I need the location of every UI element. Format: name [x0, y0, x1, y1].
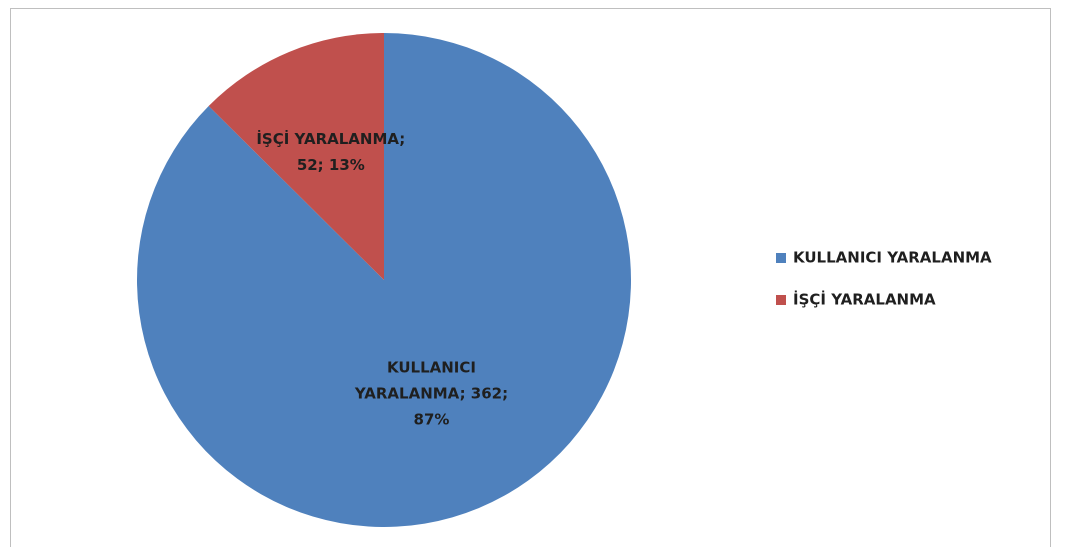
legend-label: İŞÇİ YARALANMA [793, 290, 936, 309]
legend-swatch [776, 253, 786, 263]
legend-swatch [776, 295, 786, 305]
data-label: 87% [414, 411, 450, 429]
data-label: KULLANICI [387, 359, 476, 377]
pie-slice [208, 33, 384, 280]
legend-label: KULLANICI YARALANMA [793, 249, 992, 267]
data-label: YARALANMA; 362; [354, 385, 508, 403]
data-label: 52; 13% [297, 156, 365, 174]
data-label: İŞÇİ YARALANMA; [256, 129, 405, 148]
